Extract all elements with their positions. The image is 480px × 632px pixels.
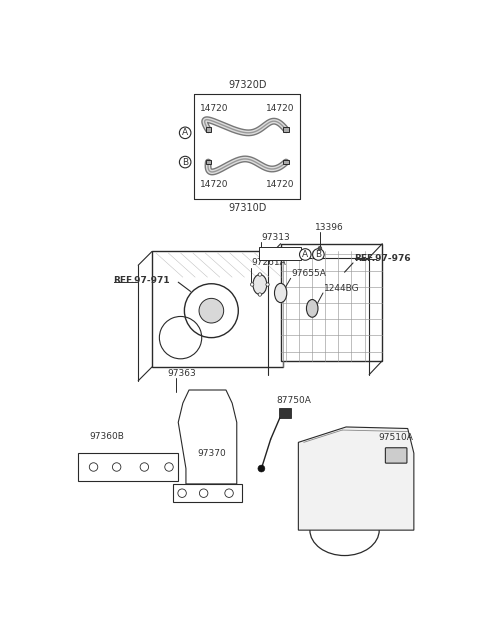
Text: REF.97-971: REF.97-971 bbox=[114, 276, 170, 285]
Text: 14720: 14720 bbox=[266, 180, 295, 189]
Text: 87750A: 87750A bbox=[277, 396, 312, 405]
FancyBboxPatch shape bbox=[259, 246, 300, 260]
Text: 97370: 97370 bbox=[197, 449, 226, 458]
Circle shape bbox=[258, 465, 265, 472]
Text: 14720: 14720 bbox=[200, 104, 228, 113]
Bar bbox=[283, 128, 289, 132]
Text: 97211C: 97211C bbox=[263, 248, 297, 257]
Circle shape bbox=[266, 283, 269, 286]
Circle shape bbox=[199, 489, 208, 497]
Circle shape bbox=[199, 298, 224, 323]
Text: B: B bbox=[315, 250, 322, 259]
Bar bbox=[205, 128, 211, 132]
Circle shape bbox=[312, 249, 324, 260]
Circle shape bbox=[112, 463, 121, 471]
Ellipse shape bbox=[275, 283, 287, 303]
Bar bbox=[283, 160, 289, 164]
Text: A: A bbox=[302, 250, 308, 259]
Circle shape bbox=[300, 249, 311, 260]
FancyBboxPatch shape bbox=[281, 244, 382, 361]
FancyBboxPatch shape bbox=[78, 453, 178, 481]
Text: 97363: 97363 bbox=[168, 368, 196, 377]
Text: 97310D: 97310D bbox=[228, 203, 267, 213]
Circle shape bbox=[258, 293, 262, 296]
Text: 14720: 14720 bbox=[266, 104, 295, 113]
FancyBboxPatch shape bbox=[152, 252, 283, 367]
Polygon shape bbox=[299, 427, 414, 530]
Text: 1244BG: 1244BG bbox=[324, 284, 360, 293]
Circle shape bbox=[165, 463, 173, 471]
Circle shape bbox=[251, 283, 254, 286]
Text: A: A bbox=[182, 128, 188, 137]
Bar bbox=[279, 408, 291, 418]
FancyBboxPatch shape bbox=[385, 447, 407, 463]
Circle shape bbox=[258, 273, 262, 276]
Text: 97510A: 97510A bbox=[379, 434, 414, 442]
Circle shape bbox=[178, 489, 186, 497]
Polygon shape bbox=[178, 390, 237, 484]
Text: 97313: 97313 bbox=[262, 233, 290, 242]
Text: REF.97-976: REF.97-976 bbox=[355, 254, 411, 263]
Text: 97655A: 97655A bbox=[291, 269, 326, 278]
Circle shape bbox=[225, 489, 233, 497]
Circle shape bbox=[180, 127, 191, 138]
Circle shape bbox=[89, 463, 98, 471]
Ellipse shape bbox=[306, 300, 318, 317]
Text: 14720: 14720 bbox=[200, 180, 228, 189]
Bar bbox=[205, 160, 211, 164]
Circle shape bbox=[184, 284, 238, 337]
Text: 97360B: 97360B bbox=[89, 432, 124, 441]
Ellipse shape bbox=[253, 274, 267, 295]
Circle shape bbox=[180, 156, 191, 168]
Text: 13396: 13396 bbox=[315, 223, 344, 232]
FancyBboxPatch shape bbox=[173, 484, 242, 502]
Text: B: B bbox=[182, 157, 188, 167]
Circle shape bbox=[140, 463, 149, 471]
Circle shape bbox=[318, 246, 322, 250]
Text: 97261A: 97261A bbox=[252, 258, 286, 267]
Text: 97320D: 97320D bbox=[228, 80, 267, 90]
